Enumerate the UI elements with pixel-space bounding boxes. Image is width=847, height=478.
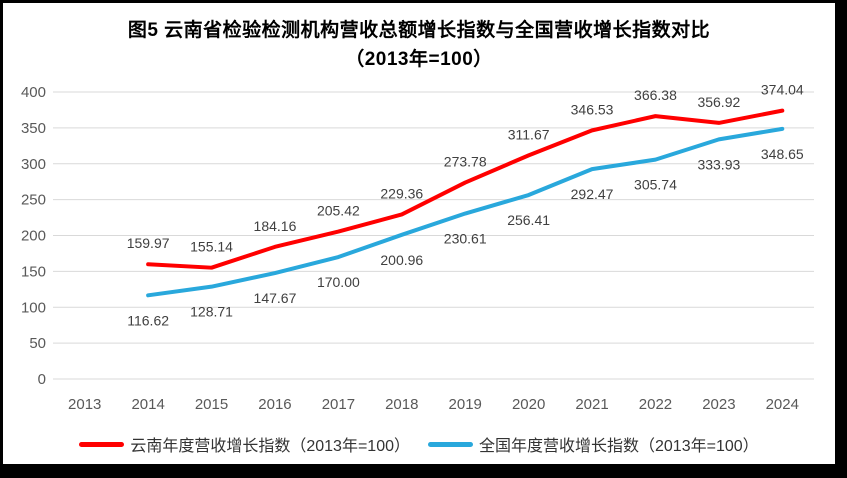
legend-item-yunnan: 云南年度营收增长指数（2013年=100） [79, 432, 410, 456]
data-label: 374.04 [761, 82, 804, 98]
data-label: 366.38 [634, 87, 677, 103]
data-label: 256.41 [507, 212, 550, 228]
y-axis-label: 0 [38, 371, 46, 388]
x-axis-label: 2020 [512, 396, 545, 413]
yunnan-series-line [146, 108, 785, 270]
y-axis-label: 200 [21, 228, 46, 245]
data-label: 311.67 [508, 126, 550, 142]
chart-title-line1: 图5 云南省检验检测机构营收总额增长指数与全国营收增长指数对比 [127, 20, 711, 41]
data-label: 170.00 [317, 274, 360, 290]
chart-canvas: 图5 云南省检验检测机构营收总额增长指数与全国营收增长指数对比 （2013年=1… [3, 3, 835, 464]
x-axis-label: 2014 [131, 396, 164, 413]
x-axis-label: 2019 [449, 396, 482, 413]
x-axis-label: 2015 [195, 396, 228, 413]
y-axis-label: 150 [21, 263, 46, 280]
x-axis-label: 2021 [575, 396, 608, 413]
data-label: 128.71 [190, 304, 233, 320]
y-axis-label: 300 [21, 156, 46, 173]
data-label: 333.93 [697, 156, 740, 172]
data-label: 356.92 [697, 94, 740, 110]
legend-label-yunnan: 云南年度营收增长指数（2013年=100） [130, 438, 410, 455]
legend-item-national: 全国年度营收增长指数（2013年=100） [428, 432, 759, 456]
x-axis-label: 2016 [258, 396, 291, 413]
x-axis-label: 2022 [639, 396, 672, 413]
data-label: 305.74 [634, 177, 677, 193]
plot-area: 0 50 100 150 200 250 300 350 400 2013 2014 2015 2016… [21, 82, 814, 413]
x-axis-label: 2018 [385, 396, 418, 413]
chart-title-line2: （2013年=100） [345, 49, 493, 70]
data-label: 292.47 [571, 186, 614, 202]
national-series-line [146, 126, 785, 298]
chart-title: 图5 云南省检验检测机构营收总额增长指数与全国营收增长指数对比 （2013年=1… [3, 16, 835, 74]
x-axis-label: 2024 [766, 396, 799, 413]
y-axis-label: 100 [21, 299, 46, 316]
x-axis-label: 2023 [702, 396, 735, 413]
data-label: 346.53 [571, 101, 614, 117]
data-label: 200.96 [380, 252, 423, 268]
y-axis-label: 50 [29, 335, 46, 352]
x-axis-label: 2013 [68, 396, 101, 413]
y-axis-label: 250 [21, 192, 46, 209]
data-label: 348.65 [761, 146, 804, 162]
data-label: 229.36 [380, 185, 423, 201]
x-axis-label: 2017 [322, 396, 355, 413]
data-label: 155.14 [190, 239, 233, 255]
data-label: 184.16 [254, 218, 297, 234]
data-label: 230.61 [444, 231, 487, 247]
y-axis-label: 400 [21, 84, 46, 101]
data-label: 116.62 [127, 312, 169, 328]
data-label: 159.97 [127, 235, 170, 251]
legend: 云南年度营收增长指数（2013年=100） 全国年度营收增长指数（2013年=1… [3, 432, 835, 456]
national-line-swatch [428, 441, 473, 447]
yunnan-line-swatch [79, 441, 125, 447]
data-label: 273.78 [444, 154, 487, 170]
legend-label-national: 全国年度营收增长指数（2013年=100） [479, 438, 759, 455]
data-label: 147.67 [254, 290, 297, 306]
y-axis-label: 350 [21, 120, 46, 137]
data-label: 205.42 [317, 203, 360, 219]
